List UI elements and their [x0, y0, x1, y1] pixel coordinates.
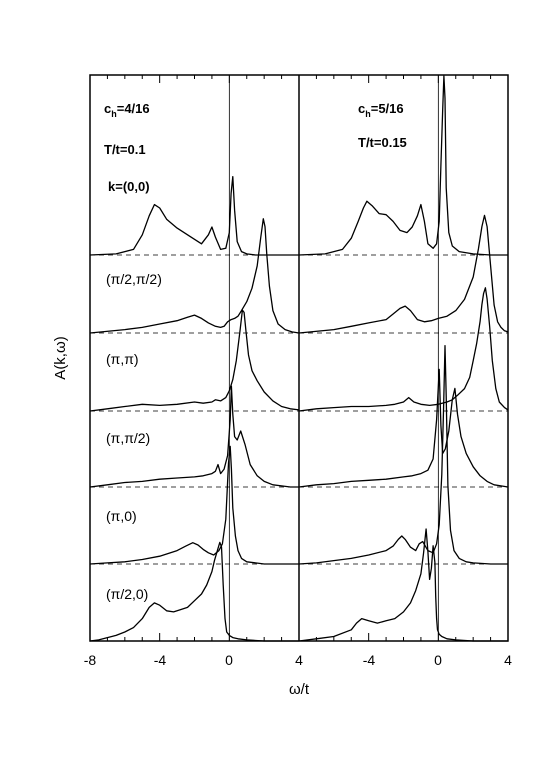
right-ch-label: ch=5/16	[358, 101, 404, 119]
x-axis-title: ω/t	[289, 681, 310, 698]
k-label-pi-pi: (π,π)	[106, 351, 139, 367]
x-tick-label: 0	[434, 652, 442, 668]
x-tick-label: -4	[363, 652, 376, 668]
spectral-curve-right-4	[298, 344, 508, 565]
left-ch-label: ch=4/16	[104, 101, 150, 119]
spectral-curve-left-5	[89, 541, 299, 642]
spectral-curve-right-3	[298, 368, 509, 488]
x-tick-label: -8	[84, 652, 97, 668]
k-label-pi-pi2: (π,π/2)	[106, 430, 150, 446]
spectral-curve-left-2	[89, 309, 300, 412]
x-tick-label: 0	[225, 652, 233, 668]
right-temperature-label: T/t=0.15	[358, 135, 407, 150]
spectral-curve-right-1	[298, 214, 509, 334]
left-temperature-label: T/t=0.1	[104, 142, 146, 157]
k-label-pi-0: (π,0)	[106, 508, 137, 524]
zero-line-group	[228, 75, 439, 641]
spectral-curve-left-1	[89, 218, 300, 334]
spectral-curve-left-3	[89, 385, 299, 488]
x-tick-label: 4	[504, 652, 512, 668]
k-label-pi2-0: (π/2,0)	[106, 586, 148, 602]
curve-group	[89, 75, 509, 642]
tick-group	[89, 75, 509, 641]
x-tick-label: 4	[295, 652, 303, 668]
k-label-pi2-pi2: (π/2,π/2)	[106, 271, 162, 287]
x-tick-label: -4	[154, 652, 167, 668]
k-header-label: k=(0,0)	[108, 179, 150, 194]
spectral-curve-left-4	[89, 445, 299, 565]
spectral-curve-left-0	[89, 175, 299, 256]
spectral-curve-right-0	[298, 75, 508, 256]
spectral-curve-right-2	[298, 287, 509, 412]
y-axis-title: A(k,ω)	[52, 336, 69, 379]
spectral-curve-right-5	[298, 528, 508, 642]
